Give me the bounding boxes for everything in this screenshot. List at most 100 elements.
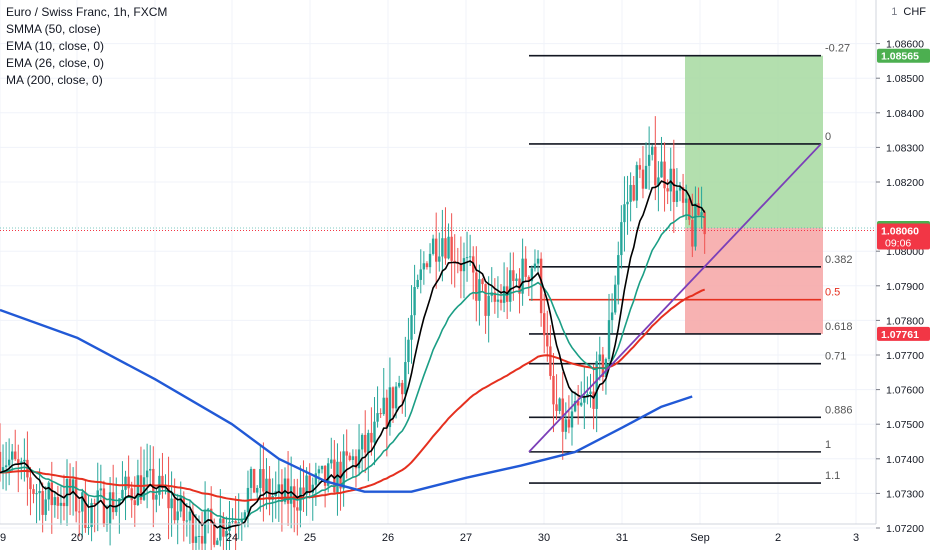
candle-body bbox=[256, 487, 259, 493]
candle-body bbox=[484, 284, 487, 316]
candle-body bbox=[170, 498, 173, 509]
candle-body bbox=[438, 256, 441, 262]
candle-body bbox=[431, 238, 435, 254]
candle-body bbox=[651, 146, 654, 155]
fib-level-label: 0.5 bbox=[825, 287, 840, 299]
candle-body bbox=[499, 299, 503, 303]
price-tick-label: 1.08500 bbox=[886, 73, 924, 85]
candle-body bbox=[225, 530, 228, 537]
candle-body bbox=[188, 511, 192, 521]
candle-body bbox=[142, 477, 146, 500]
ema-26-line bbox=[0, 214, 706, 521]
candle-body bbox=[370, 432, 373, 443]
candle-body bbox=[90, 502, 93, 527]
price-tick-label: 1.07400 bbox=[886, 454, 924, 466]
candle-body bbox=[376, 413, 379, 422]
candle-body bbox=[320, 465, 324, 470]
candle-body bbox=[317, 469, 321, 474]
candle-body bbox=[468, 256, 472, 258]
candle-body bbox=[35, 493, 38, 495]
stop-zone bbox=[685, 228, 823, 334]
candle-body bbox=[555, 404, 558, 411]
candle-body bbox=[435, 238, 438, 262]
candle-body bbox=[413, 287, 416, 316]
candle-body bbox=[78, 511, 81, 513]
candle-body bbox=[530, 268, 534, 282]
candle-body bbox=[536, 258, 540, 264]
candle-body bbox=[570, 411, 574, 428]
candle-body bbox=[700, 212, 703, 216]
candle-body bbox=[592, 391, 595, 409]
fib-level-label: 0 bbox=[825, 131, 831, 143]
candle-body bbox=[444, 238, 447, 259]
candle-body bbox=[139, 475, 143, 500]
candle-body bbox=[669, 168, 672, 192]
candle-body bbox=[10, 451, 14, 460]
time-tick-label: 3 bbox=[853, 532, 859, 544]
candle-body bbox=[629, 184, 632, 202]
candle-body bbox=[552, 375, 555, 405]
candle-body bbox=[38, 491, 41, 494]
time-tick-label: 25 bbox=[304, 532, 316, 544]
candle-body bbox=[453, 260, 456, 263]
time-tick-label: 23 bbox=[149, 532, 161, 544]
candle-body bbox=[216, 540, 219, 545]
candle-body bbox=[99, 488, 103, 491]
candle-body bbox=[14, 451, 17, 460]
candle-body bbox=[47, 482, 50, 500]
legend-indicator-ema10: EMA (10, close, 0) bbox=[6, 39, 105, 53]
candle-body bbox=[595, 361, 598, 409]
candle-body bbox=[296, 507, 299, 511]
candle-body bbox=[583, 397, 586, 403]
candle-body bbox=[527, 276, 530, 282]
candle-body bbox=[206, 508, 210, 510]
candle-body bbox=[231, 521, 234, 523]
candle-body bbox=[364, 434, 367, 453]
candle-body bbox=[533, 263, 537, 269]
price-axis: 1.07200 1.07300 1.07400 1.07500 1.07600 1.077… bbox=[876, 39, 930, 535]
price-tick-label: 1.08600 bbox=[886, 39, 924, 51]
candle-body bbox=[149, 468, 152, 471]
candle-body bbox=[351, 456, 355, 461]
candle-body bbox=[209, 508, 213, 523]
candle-body bbox=[155, 494, 158, 500]
candle-body bbox=[249, 468, 253, 488]
price-tick-label: 1.07200 bbox=[886, 523, 924, 535]
candle-body bbox=[342, 451, 345, 489]
candle-body bbox=[459, 263, 463, 272]
candle-body bbox=[407, 339, 410, 363]
legend-indicator-smma: SMMA (50, close) bbox=[6, 22, 101, 36]
time-tick-label: 2 bbox=[775, 532, 781, 544]
candle-body bbox=[641, 169, 645, 189]
candle-body bbox=[610, 312, 614, 321]
candle-body bbox=[152, 468, 155, 500]
candle-body bbox=[357, 449, 361, 469]
candle-body bbox=[635, 165, 638, 201]
candle-body bbox=[509, 270, 512, 302]
candle-body bbox=[678, 187, 682, 191]
currency-label[interactable]: 1 CHF bbox=[891, 6, 926, 18]
candle-body bbox=[478, 279, 481, 301]
fib-level-label: 1.1 bbox=[825, 470, 840, 482]
candle-body bbox=[234, 521, 237, 524]
candle-body bbox=[382, 397, 385, 415]
candle-body bbox=[607, 320, 611, 360]
candle-body bbox=[44, 499, 47, 515]
candle-body bbox=[360, 434, 364, 450]
candle-body bbox=[191, 511, 195, 543]
fib-level-label: 0.886 bbox=[825, 404, 853, 416]
candle-body bbox=[564, 419, 568, 432]
candle-body bbox=[598, 354, 601, 362]
candle-body bbox=[691, 219, 694, 247]
candle-body bbox=[493, 292, 497, 302]
candle-body bbox=[345, 451, 348, 456]
candle-body bbox=[521, 258, 524, 294]
price-label-badge bbox=[877, 223, 930, 250]
candle-body bbox=[367, 432, 370, 453]
candle-body bbox=[213, 522, 216, 545]
time-tick-label: 30 bbox=[538, 532, 550, 544]
candle-body bbox=[53, 497, 57, 506]
candle-body bbox=[203, 509, 207, 544]
